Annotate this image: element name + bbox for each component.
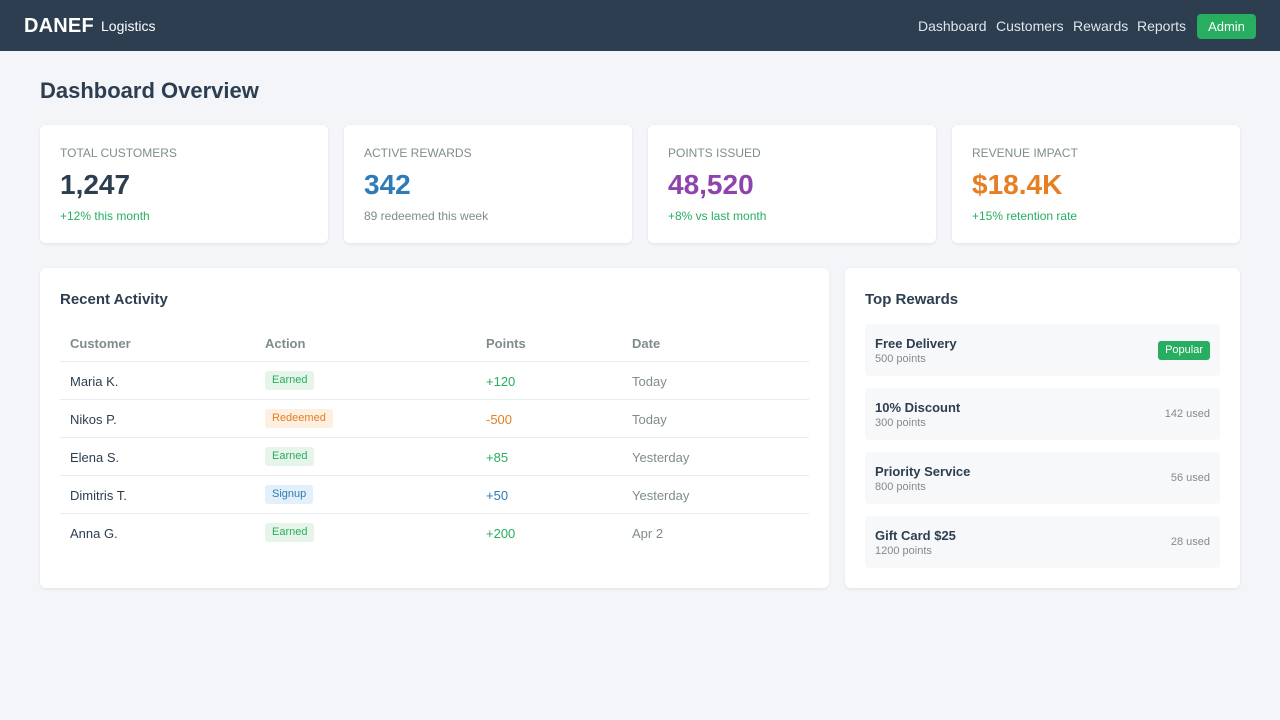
stat-subtext: +12% this month <box>60 209 150 223</box>
reward-name: 10% Discount <box>875 400 961 415</box>
points-value: +200 <box>486 526 516 541</box>
popular-badge: Popular <box>1158 341 1210 360</box>
customer-name: Anna G. <box>70 526 118 541</box>
table-row[interactable]: Anna G. Earned +200 Apr 2 <box>60 513 809 551</box>
stat-subtext: +15% retention rate <box>972 209 1078 223</box>
column-header-date[interactable]: Date <box>632 336 661 351</box>
action-badge: Earned <box>265 523 315 542</box>
action-badge: Earned <box>265 447 315 466</box>
stat-label: POINTS ISSUED <box>668 146 761 160</box>
points-value: +50 <box>486 488 509 503</box>
customer-name: Dimitris T. <box>70 488 127 503</box>
points-value: +85 <box>486 450 509 465</box>
action-badge: Redeemed <box>265 409 333 428</box>
reward-points: 1200 points <box>875 545 932 557</box>
points-value: +120 <box>486 374 516 389</box>
stat-label: TOTAL CUSTOMERS <box>60 146 177 160</box>
nav-link-dashboard[interactable]: Dashboard <box>918 18 987 34</box>
date-value: Today <box>632 374 667 389</box>
stat-card-total-customers: TOTAL CUSTOMERS 1,247 +12% this month <box>40 125 328 243</box>
reward-item-discount[interactable]: 10% Discount 300 points 142 used <box>865 388 1220 440</box>
reward-item-priority-service[interactable]: Priority Service 800 points 56 used <box>865 452 1220 504</box>
reward-points: 800 points <box>875 481 926 493</box>
customer-name: Elena S. <box>70 450 120 465</box>
admin-button[interactable]: Admin <box>1197 14 1256 39</box>
reward-name: Priority Service <box>875 464 971 479</box>
action-badge: Signup <box>265 485 314 504</box>
stat-value: $18.4K <box>972 169 1063 200</box>
top-navbar: DANEF Logistics Dashboard Customers Rewa… <box>0 0 1280 51</box>
stat-subtext: 89 redeemed this week <box>364 209 489 223</box>
date-value: Yesterday <box>632 450 690 465</box>
reward-usage-count: 142 used <box>1164 408 1210 420</box>
reward-item-gift-card[interactable]: Gift Card $25 1200 points 28 used <box>865 516 1220 568</box>
table-row[interactable]: Dimitris T. Signup +50 Yesterday <box>60 475 809 513</box>
customer-name: Nikos P. <box>70 412 117 427</box>
panel-title: Top Rewards <box>865 291 959 308</box>
stat-label: ACTIVE REWARDS <box>364 146 472 160</box>
action-badge: Earned <box>265 371 315 390</box>
brand-subtitle: Logistics <box>101 18 156 34</box>
reward-item-free-delivery[interactable]: Free Delivery 500 points Popular <box>865 324 1220 376</box>
date-value: Yesterday <box>632 488 690 503</box>
reward-points: 300 points <box>875 417 926 429</box>
stat-value: 1,247 <box>60 169 131 200</box>
stat-card-active-rewards: ACTIVE REWARDS 342 89 redeemed this week <box>344 125 632 243</box>
points-value: -500 <box>486 412 513 427</box>
table-row[interactable]: Elena S. Earned +85 Yesterday <box>60 437 809 475</box>
reward-usage-count: 56 used <box>1170 472 1210 484</box>
column-header-points[interactable]: Points <box>486 336 526 351</box>
stat-card-revenue-impact: REVENUE IMPACT $18.4K +15% retention rat… <box>952 125 1240 243</box>
column-header-action[interactable]: Action <box>265 336 306 351</box>
nav-link-rewards[interactable]: Rewards <box>1073 18 1129 34</box>
page-title: Dashboard Overview <box>40 78 259 103</box>
reward-usage-count: 28 used <box>1170 536 1210 548</box>
reward-name: Gift Card $25 <box>875 528 956 543</box>
recent-activity-panel: Recent Activity Customer Action Points D… <box>40 268 829 588</box>
date-value: Today <box>632 412 667 427</box>
panel-title: Recent Activity <box>60 291 168 308</box>
stat-subtext: +8% vs last month <box>668 209 767 223</box>
stat-value: 342 <box>364 169 411 200</box>
customer-name: Maria K. <box>70 374 119 389</box>
stat-value: 48,520 <box>668 169 754 200</box>
stat-label: REVENUE IMPACT <box>972 146 1078 160</box>
stat-card-points-issued: POINTS ISSUED 48,520 +8% vs last month <box>648 125 936 243</box>
table-row[interactable]: Maria K. Earned +120 Today <box>60 361 809 399</box>
column-header-customer[interactable]: Customer <box>70 336 131 351</box>
table-row[interactable]: Nikos P. Redeemed -500 Today <box>60 399 809 437</box>
reward-points: 500 points <box>875 353 926 365</box>
nav-link-customers[interactable]: Customers <box>996 18 1064 34</box>
reward-name: Free Delivery <box>875 336 957 351</box>
nav-link-reports[interactable]: Reports <box>1137 18 1187 34</box>
brand-logo[interactable]: DANEF <box>24 15 94 37</box>
top-rewards-panel: Top Rewards Free Delivery 500 points Pop… <box>845 268 1240 588</box>
date-value: Apr 2 <box>632 526 664 541</box>
